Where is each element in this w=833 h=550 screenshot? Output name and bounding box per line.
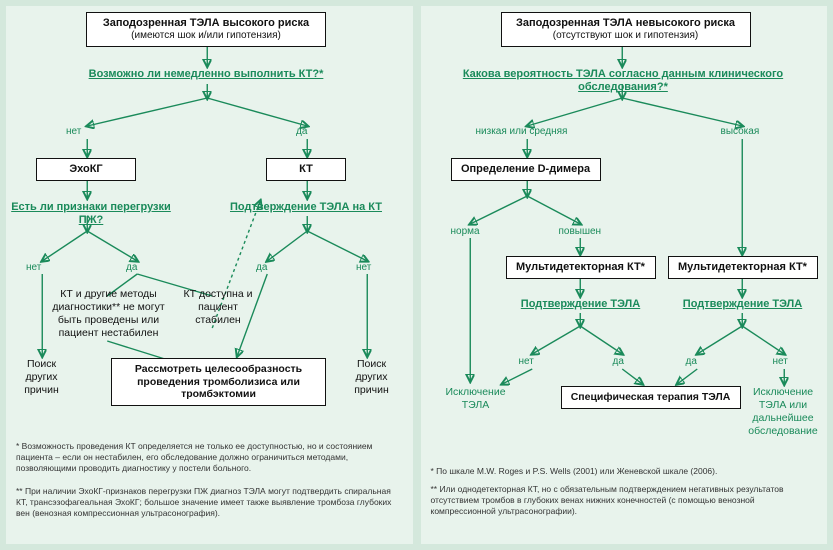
excl-2: Исключение ТЭЛА или дальнейшее обследова…: [746, 386, 821, 439]
left-q2: Есть ли признаки перегрузки ПЖ?: [6, 201, 176, 227]
left-fn1: * Возможность проведения КТ определяется…: [16, 441, 401, 474]
right-panel: Заподозренная ТЭЛА невысокого риска (отс…: [421, 6, 828, 544]
left-title: Заподозренная ТЭЛА высокого риска: [93, 17, 319, 30]
right-fn2: ** Или однодетекторная КТ, но с обязател…: [431, 484, 816, 517]
mdct-2: Мультидетекторная КТ*: [668, 256, 818, 279]
left-q3: Подтверждение ТЭЛА на КТ: [221, 201, 391, 214]
lbl-low: низкая или средняя: [476, 126, 568, 138]
ct-box: КТ: [266, 158, 346, 181]
lbl-no-2: нет: [26, 262, 41, 274]
thromb-box: Рассмотреть целесообразность проведения …: [111, 358, 326, 406]
lbl-yes-3: да: [256, 262, 267, 274]
lbl-yes-2: да: [126, 262, 137, 274]
lbl-elev: повышен: [559, 226, 602, 238]
lbl-norm: норма: [451, 226, 480, 238]
echo-box: ЭхоКГ: [36, 158, 136, 181]
left-title-box: Заподозренная ТЭЛА высокого риска (имеют…: [86, 12, 326, 47]
excl-1: Исключение ТЭЛА: [431, 386, 521, 412]
note-mid: КТ доступна и пациент стабилен: [178, 288, 258, 327]
ddimer-box: Определение D-димера: [451, 158, 601, 181]
right-title-box: Заподозренная ТЭЛА невысокого риска (отс…: [501, 12, 751, 47]
left-panel: Заподозренная ТЭЛА высокого риска (имеют…: [6, 6, 413, 544]
lbl-yes-1: да: [296, 126, 307, 138]
mdct-1: Мультидетекторная КТ*: [506, 256, 656, 279]
right-title: Заподозренная ТЭЛА невысокого риска: [508, 17, 744, 30]
r-yes-1: да: [613, 356, 624, 368]
conf-2: Подтверждение ТЭЛА: [683, 298, 803, 311]
search-2: Поиск других причин: [344, 358, 399, 397]
note-left: КТ и другие методы диагностики** не могу…: [51, 288, 166, 341]
left-q1: Возможно ли немедленно выполнить КТ?*: [86, 68, 326, 81]
right-fn1: * По шкале M.W. Roges и P.S. Wells (2001…: [431, 466, 816, 477]
search-1: Поиск других причин: [14, 358, 69, 397]
r-no-1: нет: [519, 356, 534, 368]
spec-box: Специфическая терапия ТЭЛА: [561, 386, 741, 409]
left-subtitle: (имеются шок и/или гипотензия): [93, 30, 319, 42]
left-fn2: ** При наличии ЭхоКГ-признаков перегрузк…: [16, 486, 401, 519]
r-no-2: нет: [773, 356, 788, 368]
lbl-no-1: нет: [66, 126, 81, 138]
lbl-high: высокая: [721, 126, 760, 138]
right-q1: Какова вероятность ТЭЛА согласно данным …: [436, 68, 811, 94]
right-subtitle: (отсутствуют шок и гипотензия): [508, 30, 744, 42]
r-yes-2: да: [686, 356, 697, 368]
conf-1: Подтверждение ТЭЛА: [521, 298, 641, 311]
lbl-no-3: нет: [356, 262, 371, 274]
